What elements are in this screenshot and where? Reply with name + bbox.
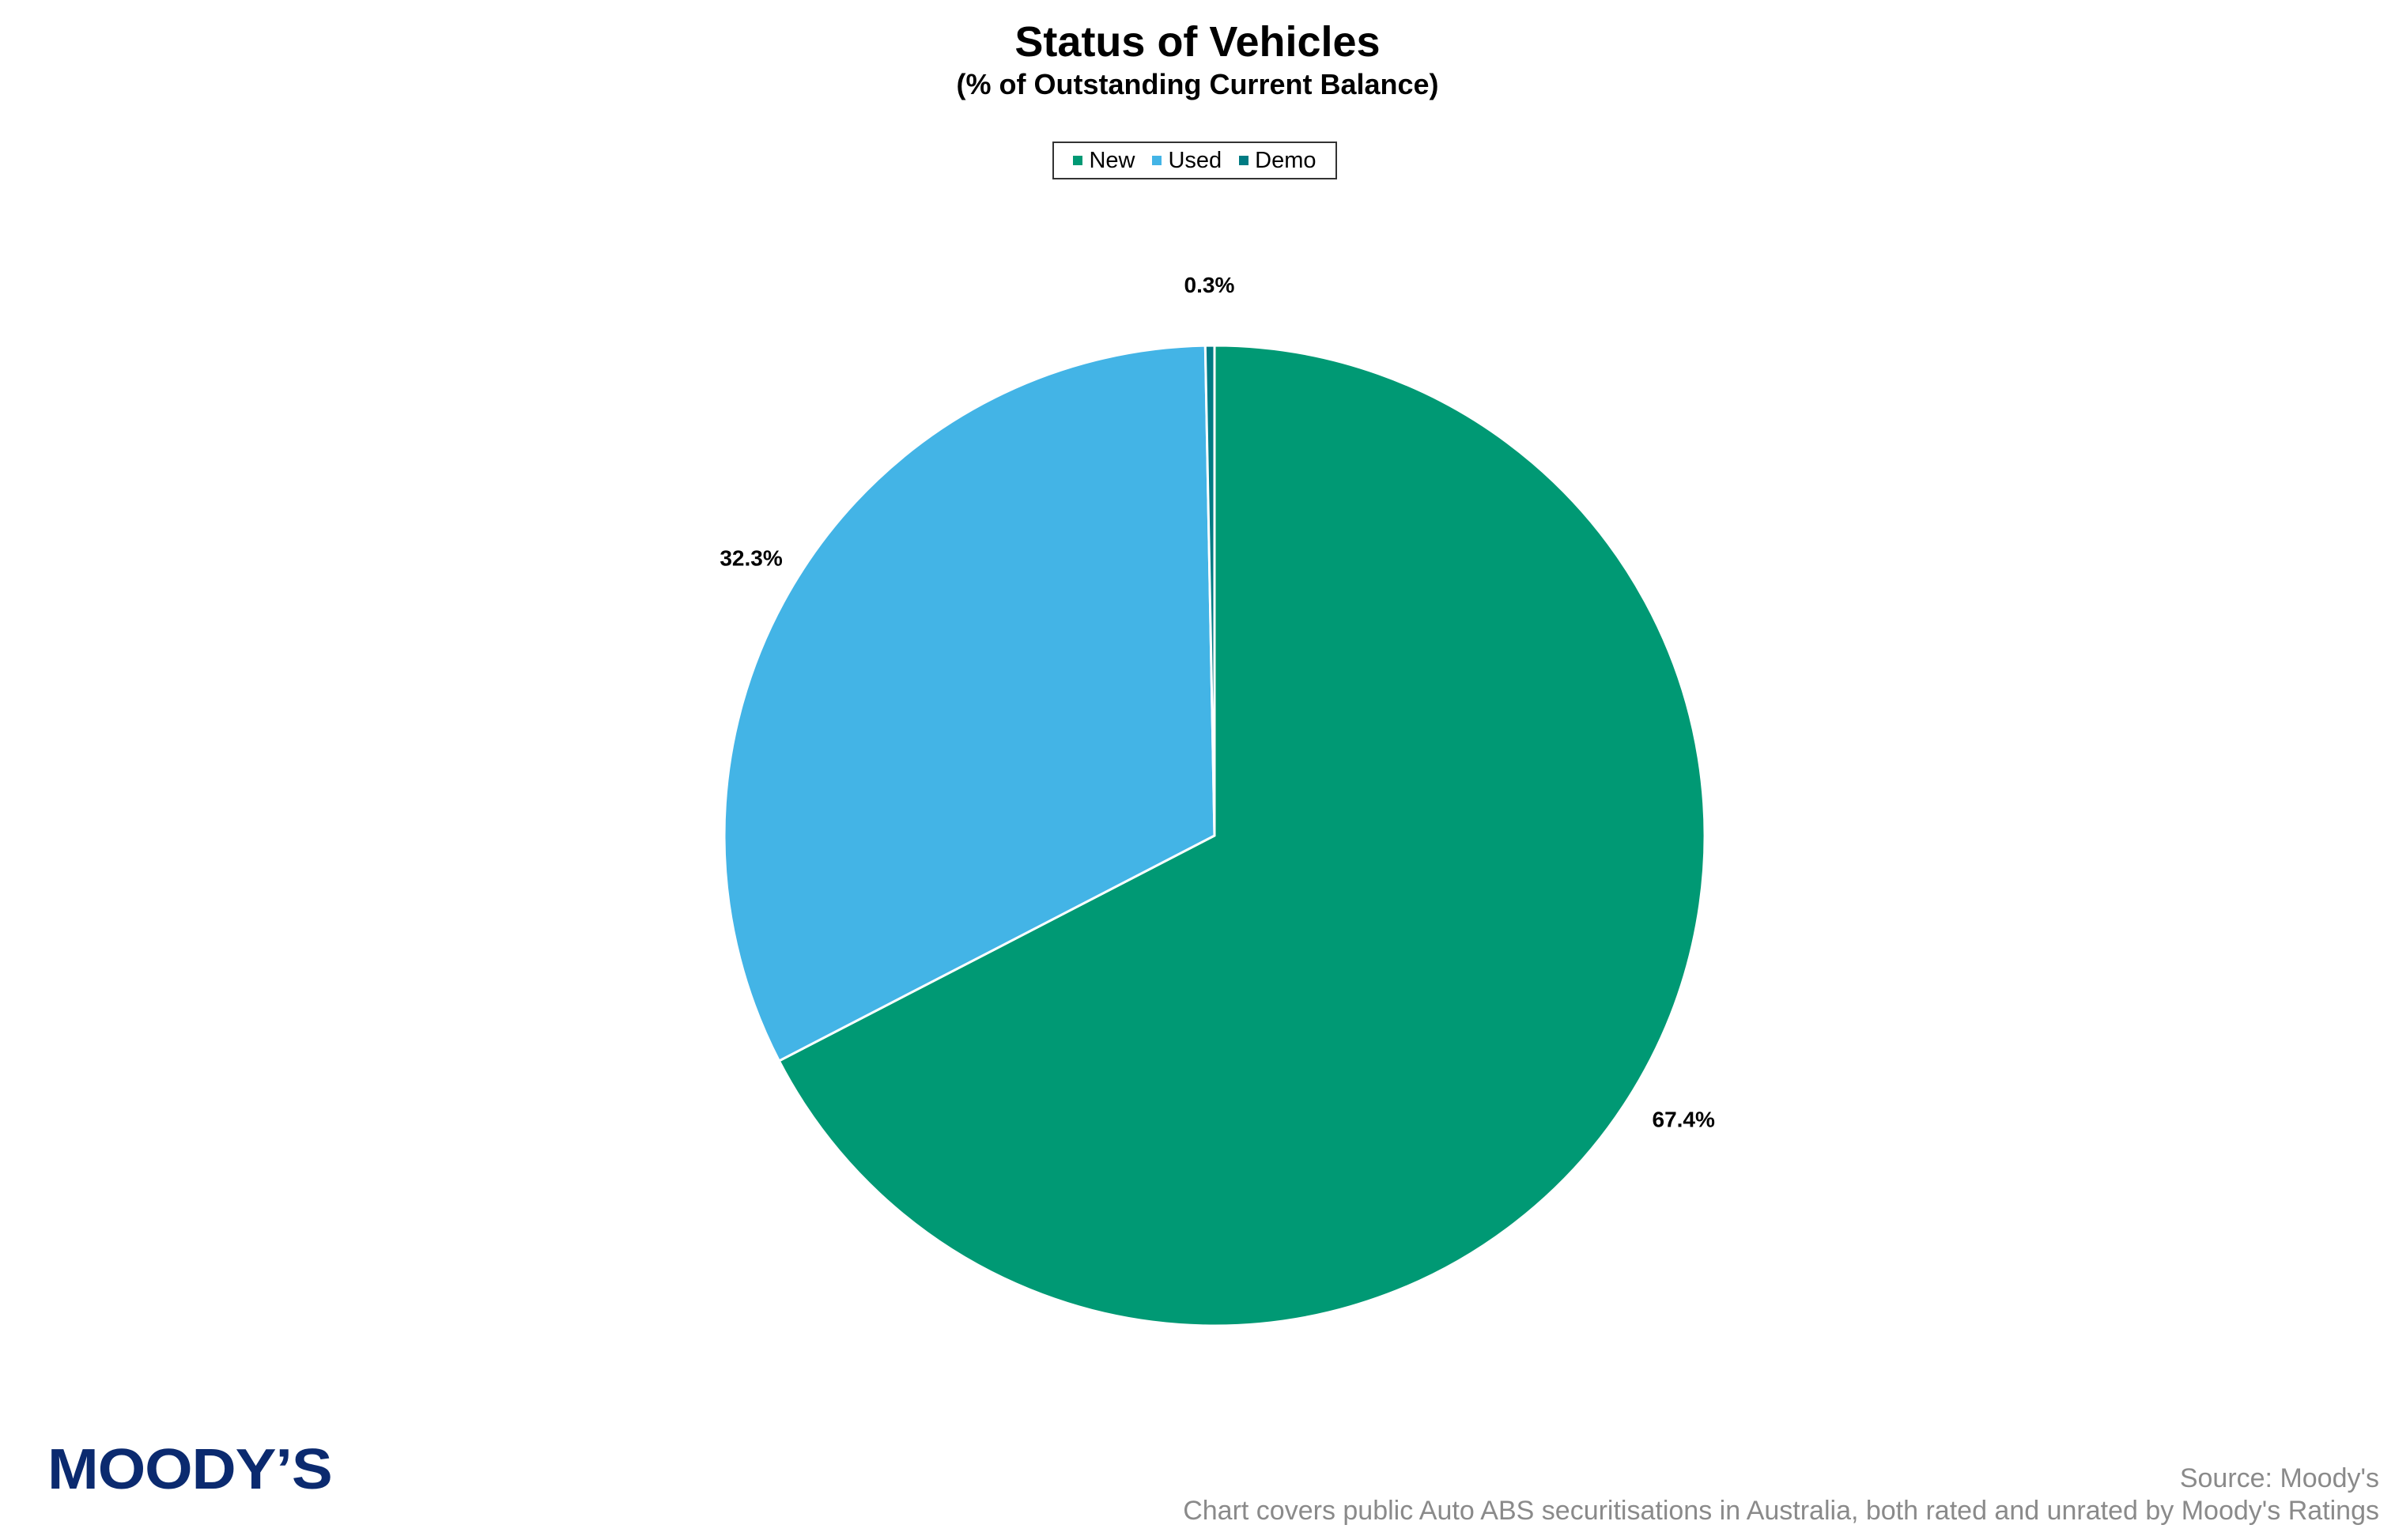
source-text: Source: Moody's	[2179, 1463, 2379, 1493]
legend-label-demo: Demo	[1255, 147, 1316, 173]
data-label-new: 67.4%	[1653, 1107, 1715, 1131]
legend-swatch-demo	[1239, 156, 1249, 165]
data-label-demo: 0.3%	[1184, 273, 1235, 297]
legend-swatch-new	[1073, 156, 1083, 165]
pie-slices	[723, 344, 1706, 1327]
moodys-logo: MOODY’S	[47, 1438, 333, 1501]
legend-item-demo: Demo	[1239, 148, 1316, 174]
legend-item-used: Used	[1152, 148, 1222, 174]
chart-subtitle: (% of Outstanding Current Balance)	[956, 68, 1439, 100]
legend-item-new: New	[1073, 148, 1135, 174]
pie-slice-new	[777, 344, 1706, 1327]
chart-note: Chart covers public Auto ABS securitisat…	[1183, 1496, 2379, 1526]
chart-legend: New Used Demo	[1052, 142, 1337, 179]
pie-slice-demo	[1203, 344, 1216, 836]
data-label-used: 32.3%	[720, 545, 782, 570]
pie-slice-used	[723, 344, 1216, 1063]
pie-data-labels: 67.4% 32.3% 0.3%	[720, 273, 1715, 1131]
legend-label-used: Used	[1168, 147, 1222, 173]
chart-title: Status of Vehicles	[1014, 18, 1381, 66]
legend-label-new: New	[1089, 147, 1135, 173]
legend-swatch-used	[1152, 156, 1162, 165]
